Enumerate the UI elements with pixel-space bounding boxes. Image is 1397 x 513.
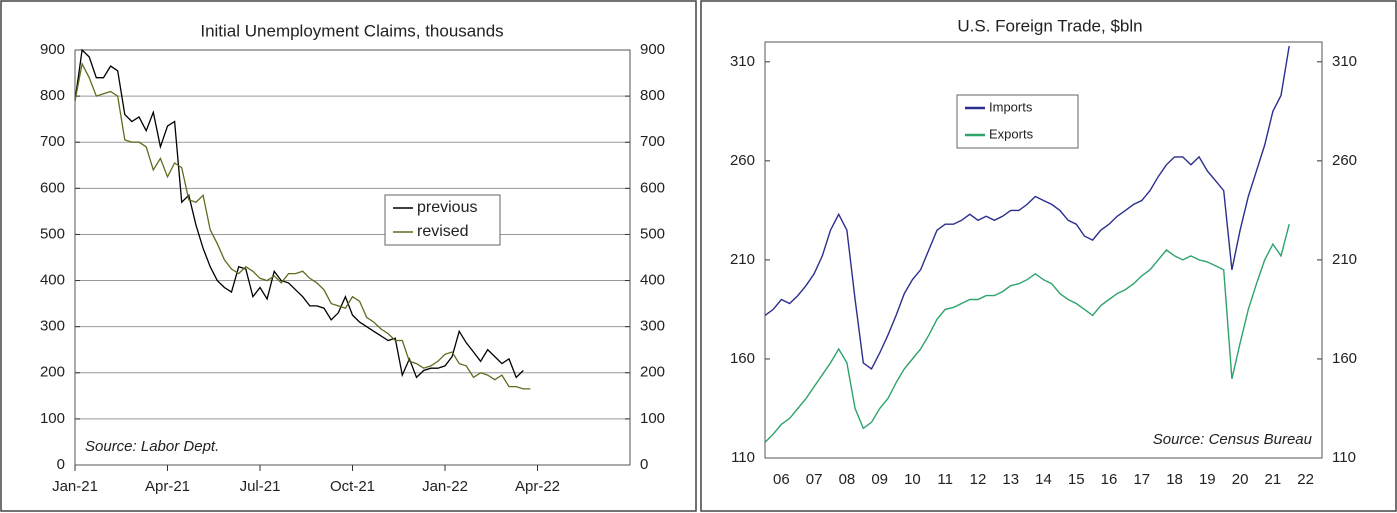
x-tick-label: Apr-21 [145, 478, 190, 495]
y-tick-label: 100 [40, 410, 65, 427]
y2-tick-label: 900 [640, 41, 665, 58]
x-tick-label: 07 [806, 471, 823, 488]
x-tick-label: Jan-22 [422, 478, 468, 495]
y2-tick-label: 500 [640, 225, 665, 242]
y-tick-label: 800 [40, 87, 65, 104]
x-tick-label: 15 [1068, 471, 1085, 488]
series-line [74, 61, 531, 390]
legend-label: Exports [989, 126, 1034, 141]
y2-tick-label: 200 [640, 364, 665, 381]
y-tick-label: 700 [40, 133, 65, 150]
x-tick-label: 16 [1101, 471, 1118, 488]
y2-tick-label: 100 [640, 410, 665, 427]
x-tick-label: Apr-22 [515, 478, 560, 495]
x-tick-label: 09 [871, 471, 888, 488]
x-tick-label: 20 [1232, 471, 1249, 488]
x-tick-label: 21 [1265, 471, 1282, 488]
legend-box [384, 194, 501, 246]
source-note: Source: Labor Dept. [85, 438, 219, 455]
x-tick-label: 13 [1002, 471, 1019, 488]
y-tick-label: 900 [40, 41, 65, 58]
legend-label: previous [417, 199, 477, 216]
chart-title: Initial Unemployment Claims, thousands [200, 21, 503, 40]
chart-title: U.S. Foreign Trade, $bln [957, 16, 1142, 35]
x-tick-label: 17 [1133, 471, 1150, 488]
y-tick-label: 300 [40, 318, 65, 335]
y-tick-label: 0 [57, 456, 65, 473]
x-tick-label: 18 [1166, 471, 1183, 488]
x-tick-label: 06 [773, 471, 790, 488]
y2-tick-label: 800 [640, 87, 665, 104]
y-tick-label: 200 [40, 364, 65, 381]
panel-frame [0, 0, 697, 512]
series-line [74, 48, 524, 379]
y2-tick-label: 600 [640, 179, 665, 196]
y2-tick-label: 260 [1332, 152, 1357, 169]
x-tick-label: 08 [839, 471, 856, 488]
x-tick-label: Jan-21 [52, 478, 98, 495]
x-tick-label: 14 [1035, 471, 1052, 488]
y2-tick-label: 160 [1332, 350, 1357, 367]
y-tick-label: 500 [40, 225, 65, 242]
plot-frame [74, 49, 631, 466]
y-tick-label: 400 [40, 272, 65, 289]
x-tick-label: Jul-21 [240, 478, 281, 495]
y-tick-label: 310 [730, 53, 755, 70]
y2-tick-label: 700 [640, 133, 665, 150]
y-tick-label: 110 [731, 449, 755, 466]
x-tick-label: 11 [937, 471, 953, 488]
y-tick-label: 210 [730, 251, 755, 268]
plot-frame [764, 41, 1323, 459]
legend-label: Imports [989, 99, 1033, 114]
y2-tick-label: 400 [640, 272, 665, 289]
y2-tick-label: 0 [640, 456, 648, 473]
y2-tick-label: 110 [1332, 449, 1356, 466]
panel-frame [700, 0, 1397, 512]
x-tick-label: 19 [1199, 471, 1216, 488]
y-tick-label: 260 [730, 152, 755, 169]
x-tick-label: Oct-21 [330, 478, 375, 495]
x-tick-label: 22 [1297, 471, 1314, 488]
y-tick-label: 600 [40, 179, 65, 196]
y-tick-label: 160 [730, 350, 755, 367]
y2-tick-label: 300 [640, 318, 665, 335]
y2-tick-label: 310 [1332, 53, 1357, 70]
y2-tick-label: 210 [1332, 251, 1357, 268]
source-note: Source: Census Bureau [1153, 431, 1313, 448]
series-line [764, 45, 1290, 370]
legend-label: revised [417, 223, 469, 240]
x-tick-label: 12 [970, 471, 987, 488]
x-tick-label: 10 [904, 471, 921, 488]
series-line [764, 224, 1290, 443]
legend-box [956, 94, 1079, 149]
